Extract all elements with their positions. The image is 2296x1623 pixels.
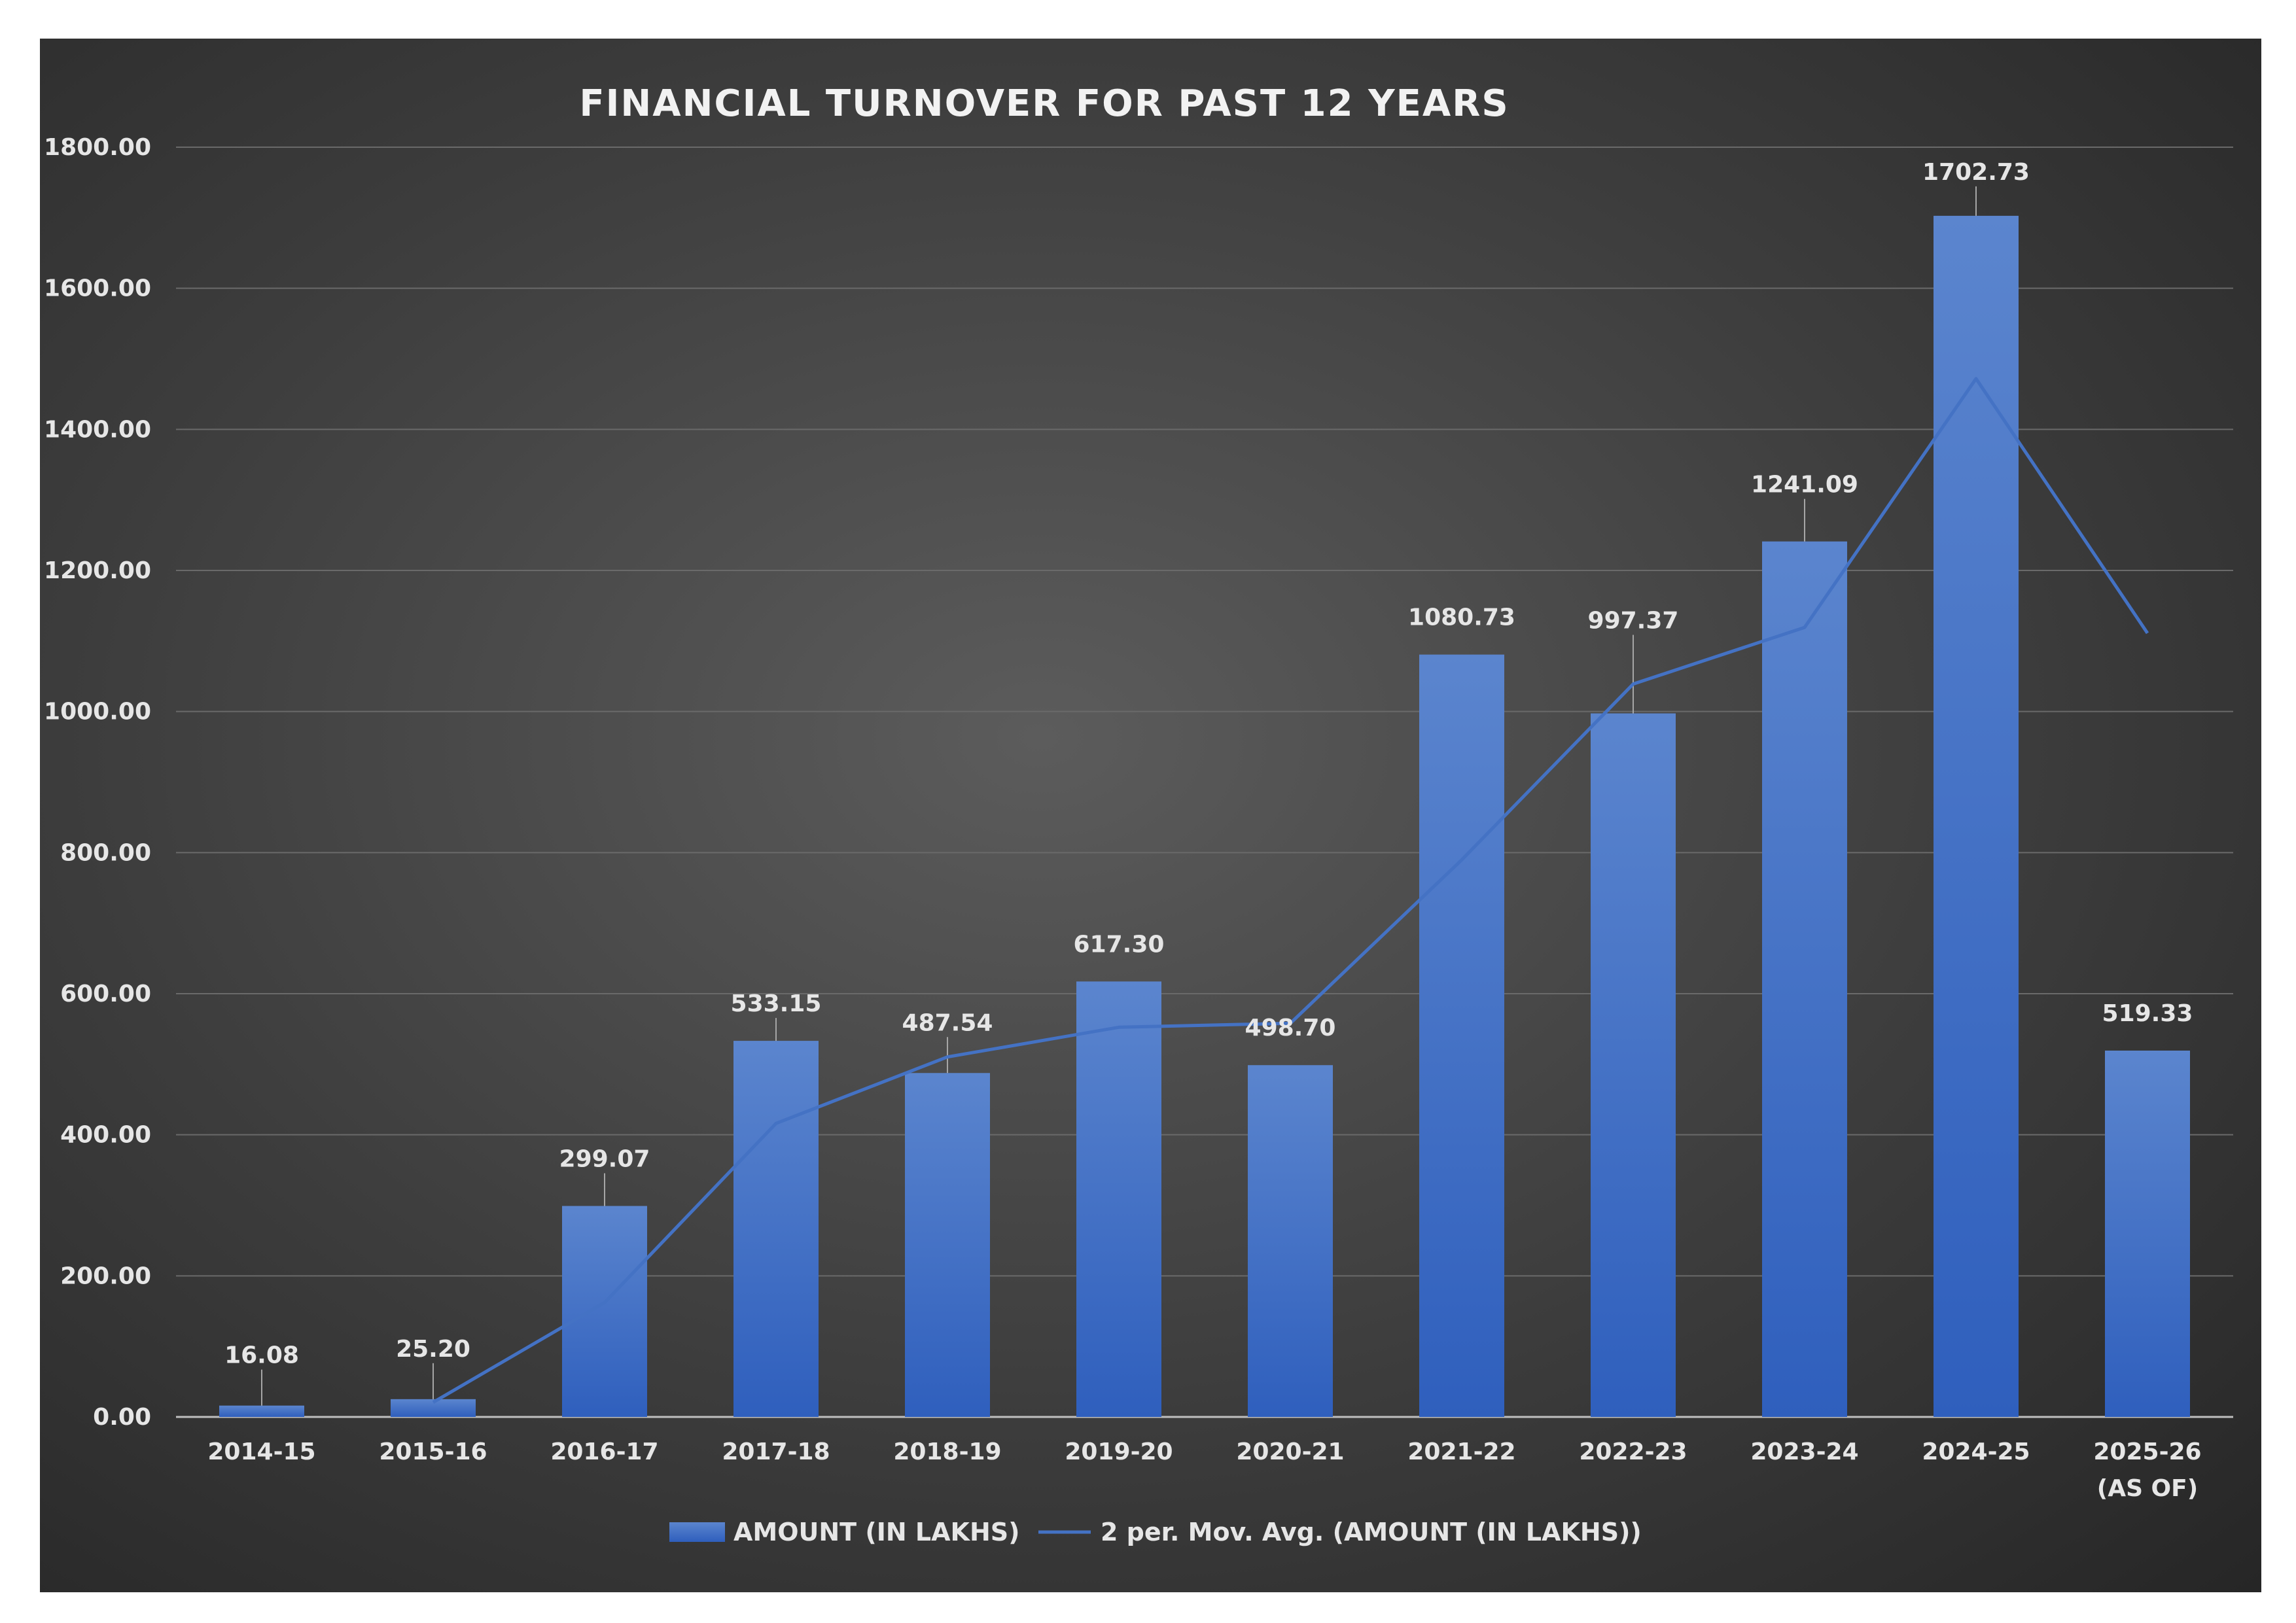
chart-svg: FINANCIAL TURNOVER FOR PAST 12 YEARS 0.0… (44, 82, 2233, 1546)
data-label: 997.37 (1588, 608, 1679, 635)
y-tick-label: 1000.00 (44, 699, 151, 725)
y-tick-label: 0.00 (93, 1404, 151, 1431)
x-tick-label: 2025-26 (2093, 1439, 2201, 1465)
bar (2105, 1050, 2190, 1417)
x-tick-label: 2019-20 (1065, 1439, 1173, 1465)
x-tick-label: 2016-17 (550, 1439, 658, 1465)
x-tick-label: 2014-15 (207, 1439, 315, 1465)
bar (1248, 1065, 1333, 1417)
bar (1591, 713, 1676, 1417)
x-tick-label: 2015-16 (379, 1439, 487, 1465)
bar (562, 1206, 647, 1417)
data-labels: 16.08 25.20 299.07 533.15 487.54 617.30 498.70… (224, 159, 2193, 1369)
data-label: 1080.73 (1408, 604, 1515, 631)
bar (1934, 215, 2019, 1417)
moving-average-layer (432, 377, 2149, 1404)
y-tick-label: 1200.00 (44, 557, 151, 584)
y-tick-label: 800.00 (60, 839, 151, 866)
y-tick-label: 1600.00 (44, 275, 151, 302)
data-label: 25.20 (396, 1336, 470, 1363)
label-leader-lines (261, 186, 1977, 1406)
data-label: 487.54 (902, 1009, 993, 1036)
bar (733, 1041, 819, 1417)
data-label: 299.07 (559, 1146, 650, 1173)
data-label: 1241.09 (1751, 472, 1858, 498)
x-tick-label: 2017-18 (722, 1439, 830, 1465)
data-label: 1702.73 (1922, 159, 2030, 186)
x-tick-label: 2021-22 (1407, 1439, 1515, 1465)
chart-title: FINANCIAL TURNOVER FOR PAST 12 YEARS (579, 82, 1509, 125)
bar (905, 1073, 990, 1417)
bar (1076, 981, 1161, 1417)
x-tick-label: 2020-21 (1236, 1439, 1344, 1465)
x-tick-label: (AS OF) (2097, 1475, 2198, 1502)
bar (219, 1405, 304, 1417)
bar (1762, 541, 1847, 1417)
moving-average-line (432, 377, 2149, 1404)
legend-swatch-bar (669, 1522, 725, 1542)
data-label: 519.33 (2102, 1000, 2193, 1027)
legend: AMOUNT (IN LAKHS) 2 per. Mov. Avg. (AMOU… (669, 1518, 1642, 1546)
data-label: 533.15 (731, 990, 822, 1017)
x-axis-ticks: 2014-15 2015-16 2016-17 2017-18 2018-19 2019-… (207, 1439, 2201, 1502)
data-label: 498.70 (1245, 1015, 1336, 1041)
chart-area: FINANCIAL TURNOVER FOR PAST 12 YEARS 0.0… (40, 39, 2261, 1592)
y-tick-label: 200.00 (60, 1263, 151, 1289)
y-axis-ticks: 0.00 200.00 400.00 600.00 800.00 1000.00 1200.… (44, 134, 151, 1431)
legend-label-bar: AMOUNT (IN LAKHS) (733, 1518, 1019, 1546)
bar (1419, 654, 1504, 1417)
x-tick-label: 2018-19 (893, 1439, 1001, 1465)
y-tick-label: 1800.00 (44, 134, 151, 161)
x-tick-label: 2024-25 (1922, 1439, 2030, 1465)
y-tick-label: 600.00 (60, 981, 151, 1007)
y-tick-label: 1400.00 (44, 416, 151, 443)
x-tick-label: 2022-23 (1579, 1439, 1687, 1465)
legend-label-line: 2 per. Mov. Avg. (AMOUNT (IN LAKHS)) (1101, 1518, 1642, 1546)
gridlines (176, 147, 2233, 1418)
y-tick-label: 400.00 (60, 1122, 151, 1149)
bars (219, 215, 2190, 1417)
data-label: 617.30 (1074, 931, 1165, 958)
data-label: 16.08 (224, 1342, 299, 1369)
x-tick-label: 2023-24 (1750, 1439, 1858, 1465)
